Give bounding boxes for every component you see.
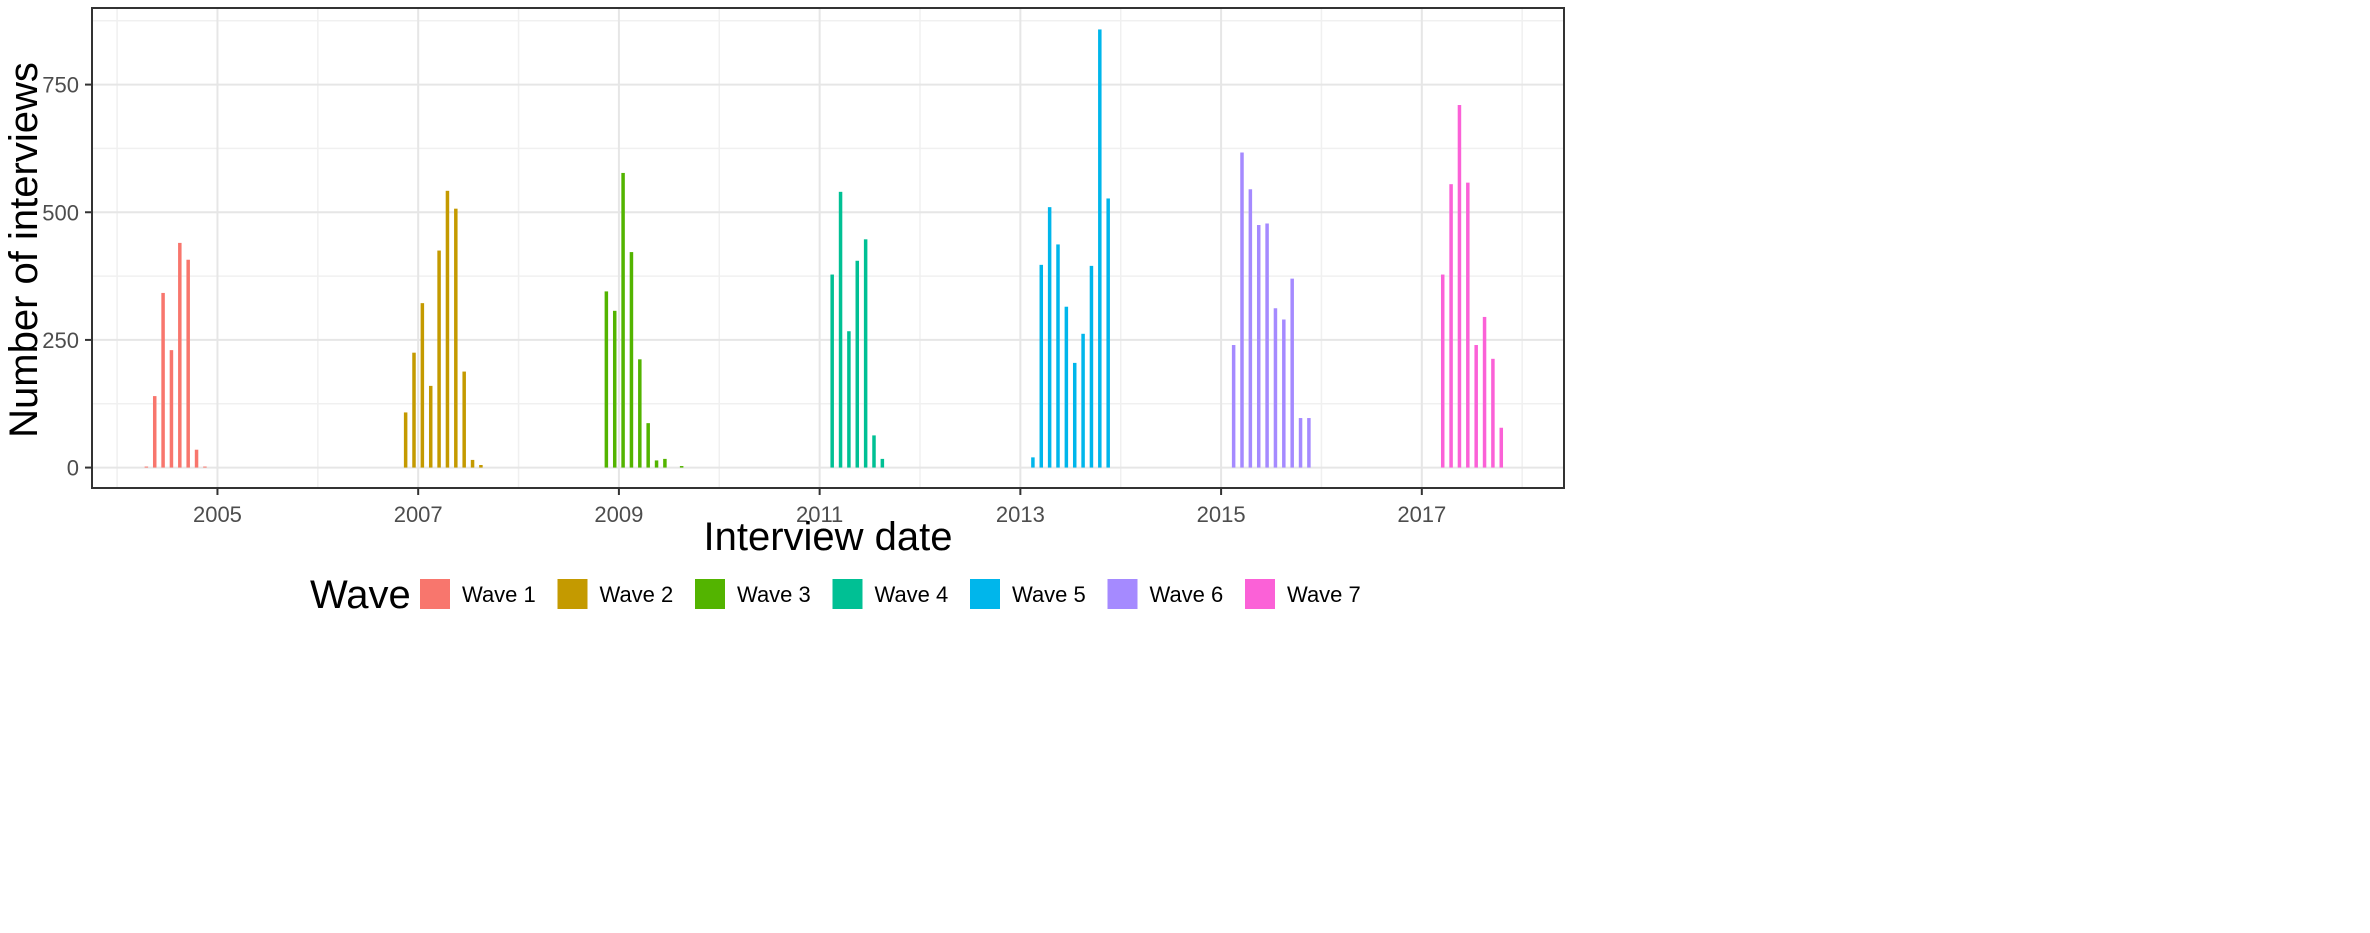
x-tick-label: 2007: [394, 502, 443, 527]
bar-wave-4-2011-04: [847, 331, 851, 468]
legend-key-wave-5: [970, 579, 1000, 609]
x-tick-label: 2005: [193, 502, 242, 527]
legend-key-wave-4: [832, 579, 863, 609]
bar-wave-5-2013-03: [1039, 264, 1044, 468]
bar-wave-1-2004-10: [194, 449, 199, 468]
bar-wave-2-2007-02: [428, 385, 433, 468]
bar-wave-4-2011-05: [855, 260, 860, 468]
bar-wave-7-2017-04: [1449, 184, 1453, 468]
bar-wave-5-2013-06: [1064, 306, 1069, 468]
bar-wave-6-2015-06: [1265, 223, 1269, 468]
x-tick-label: 2017: [1397, 502, 1446, 527]
legend-label: Wave 5: [1012, 582, 1086, 607]
y-tick-label: 500: [42, 200, 79, 225]
y-tick-label: 250: [42, 328, 79, 353]
bar-wave-2-2007-01: [420, 303, 425, 468]
legend-key-wave-1: [420, 579, 450, 609]
bar-wave-2-2006-11: [403, 412, 408, 468]
y-tick-label: 750: [42, 73, 79, 98]
legend-title: Wave: [310, 573, 411, 617]
bar-wave-6-2015-03: [1240, 152, 1244, 468]
bar-wave-2-2006-12: [412, 352, 416, 468]
legend-key-wave-2: [557, 579, 588, 609]
bar-wave-7-2017-07: [1474, 345, 1478, 468]
bar-wave-3-2009-03: [638, 359, 642, 468]
legend-label: Wave 4: [875, 582, 949, 607]
bar-wave-1-2004-07: [169, 350, 174, 468]
legend-key-wave-7: [1245, 579, 1275, 609]
bar-wave-5-2013-05: [1056, 244, 1060, 468]
bar-wave-5-2013-08: [1081, 333, 1085, 468]
bar-wave-7-2017-09: [1491, 358, 1495, 468]
bars-layer: [144, 29, 1504, 468]
bar-wave-5-2013-07: [1072, 362, 1077, 468]
x-tick-label: 2015: [1197, 502, 1246, 527]
bar-wave-1-2004-04: [144, 466, 149, 468]
bar-wave-5-2013-09: [1089, 265, 1094, 468]
bar-wave-3-2009-05: [654, 460, 659, 468]
bar-wave-7-2017-10: [1499, 427, 1504, 468]
bar-wave-2-2007-06: [462, 371, 466, 468]
bar-wave-6-2015-10: [1298, 418, 1303, 468]
legend-label: Wave 7: [1287, 582, 1361, 607]
bar-wave-6-2015-05: [1256, 225, 1261, 468]
x-tick-label: 2009: [594, 502, 643, 527]
plot-panel-border: [91, 7, 1565, 489]
bar-wave-3-2008-11: [604, 291, 609, 468]
bar-wave-6-2015-11: [1307, 418, 1311, 468]
bar-wave-7-2017-08: [1482, 316, 1487, 468]
bar-wave-7-2017-06: [1466, 182, 1470, 468]
legend-label: Wave 1: [462, 582, 536, 607]
x-axis-title: Interview date: [703, 515, 952, 559]
bar-wave-3-2009-06: [663, 458, 667, 468]
bar-wave-4-2011-02: [830, 274, 834, 468]
grid-layer: [92, 8, 1564, 488]
bar-wave-7-2017-05: [1457, 105, 1462, 468]
x-tick-label: 2011: [796, 502, 843, 527]
bar-wave-1-2004-06: [161, 292, 165, 468]
y-axis: 0 250 500 750: [42, 73, 92, 481]
bar-wave-6-2015-07: [1273, 308, 1278, 468]
bar-wave-3-2009-08: [679, 466, 684, 468]
legend: Wave Wave 1 Wave 2 Wave 3 Wave 4 Wave 5 Wave …: [310, 573, 1361, 617]
bar-wave-5-2013-04: [1047, 207, 1052, 468]
bar-wave-6-2015-04: [1248, 189, 1253, 468]
bar-wave-1-2004-09: [186, 259, 190, 468]
bar-wave-1-2004-08: [178, 242, 182, 468]
bar-wave-3-2009-02: [629, 252, 634, 468]
bar-wave-4-2011-03: [838, 191, 843, 468]
x-axis: 2005 2007 2009 2011 2013 2015 2017: [193, 488, 1446, 527]
x-tick-label: 2013: [996, 502, 1045, 527]
bar-wave-1-2004-11: [203, 466, 207, 468]
bar-wave-3-2009-04: [646, 423, 650, 468]
bar-wave-3-2008-12: [612, 310, 617, 468]
bar-wave-5-2013-11: [1106, 198, 1110, 468]
y-axis-title: Number of interviews: [2, 62, 46, 438]
legend-label: Wave 2: [600, 582, 674, 607]
bar-wave-2-2007-05: [454, 208, 458, 468]
bar-wave-6-2015-08: [1282, 319, 1286, 468]
bar-wave-6-2015-09: [1290, 278, 1294, 468]
legend-key-wave-3: [695, 579, 725, 609]
bar-wave-2-2007-08: [479, 465, 483, 468]
bar-wave-6-2015-02: [1231, 345, 1236, 468]
bar-wave-2-2007-04: [445, 190, 450, 468]
legend-label: Wave 3: [737, 582, 811, 607]
bar-wave-3-2009-01: [621, 172, 625, 468]
bar-wave-2-2007-03: [437, 250, 441, 468]
y-tick-label: 0: [67, 456, 79, 481]
legend-label: Wave 6: [1150, 582, 1224, 607]
plot-panel-background: [92, 8, 1564, 488]
bar-wave-4-2011-08: [880, 458, 885, 468]
bar-wave-1-2004-05: [152, 396, 157, 468]
legend-key-wave-6: [1107, 579, 1138, 609]
bar-wave-4-2011-07: [872, 435, 876, 468]
bar-wave-4-2011-06: [863, 239, 868, 468]
bar-wave-2-2007-07: [470, 459, 475, 468]
bar-wave-7-2017-03: [1440, 274, 1445, 468]
bar-wave-5-2013-10: [1098, 29, 1102, 468]
bar-wave-5-2013-02: [1031, 457, 1035, 468]
